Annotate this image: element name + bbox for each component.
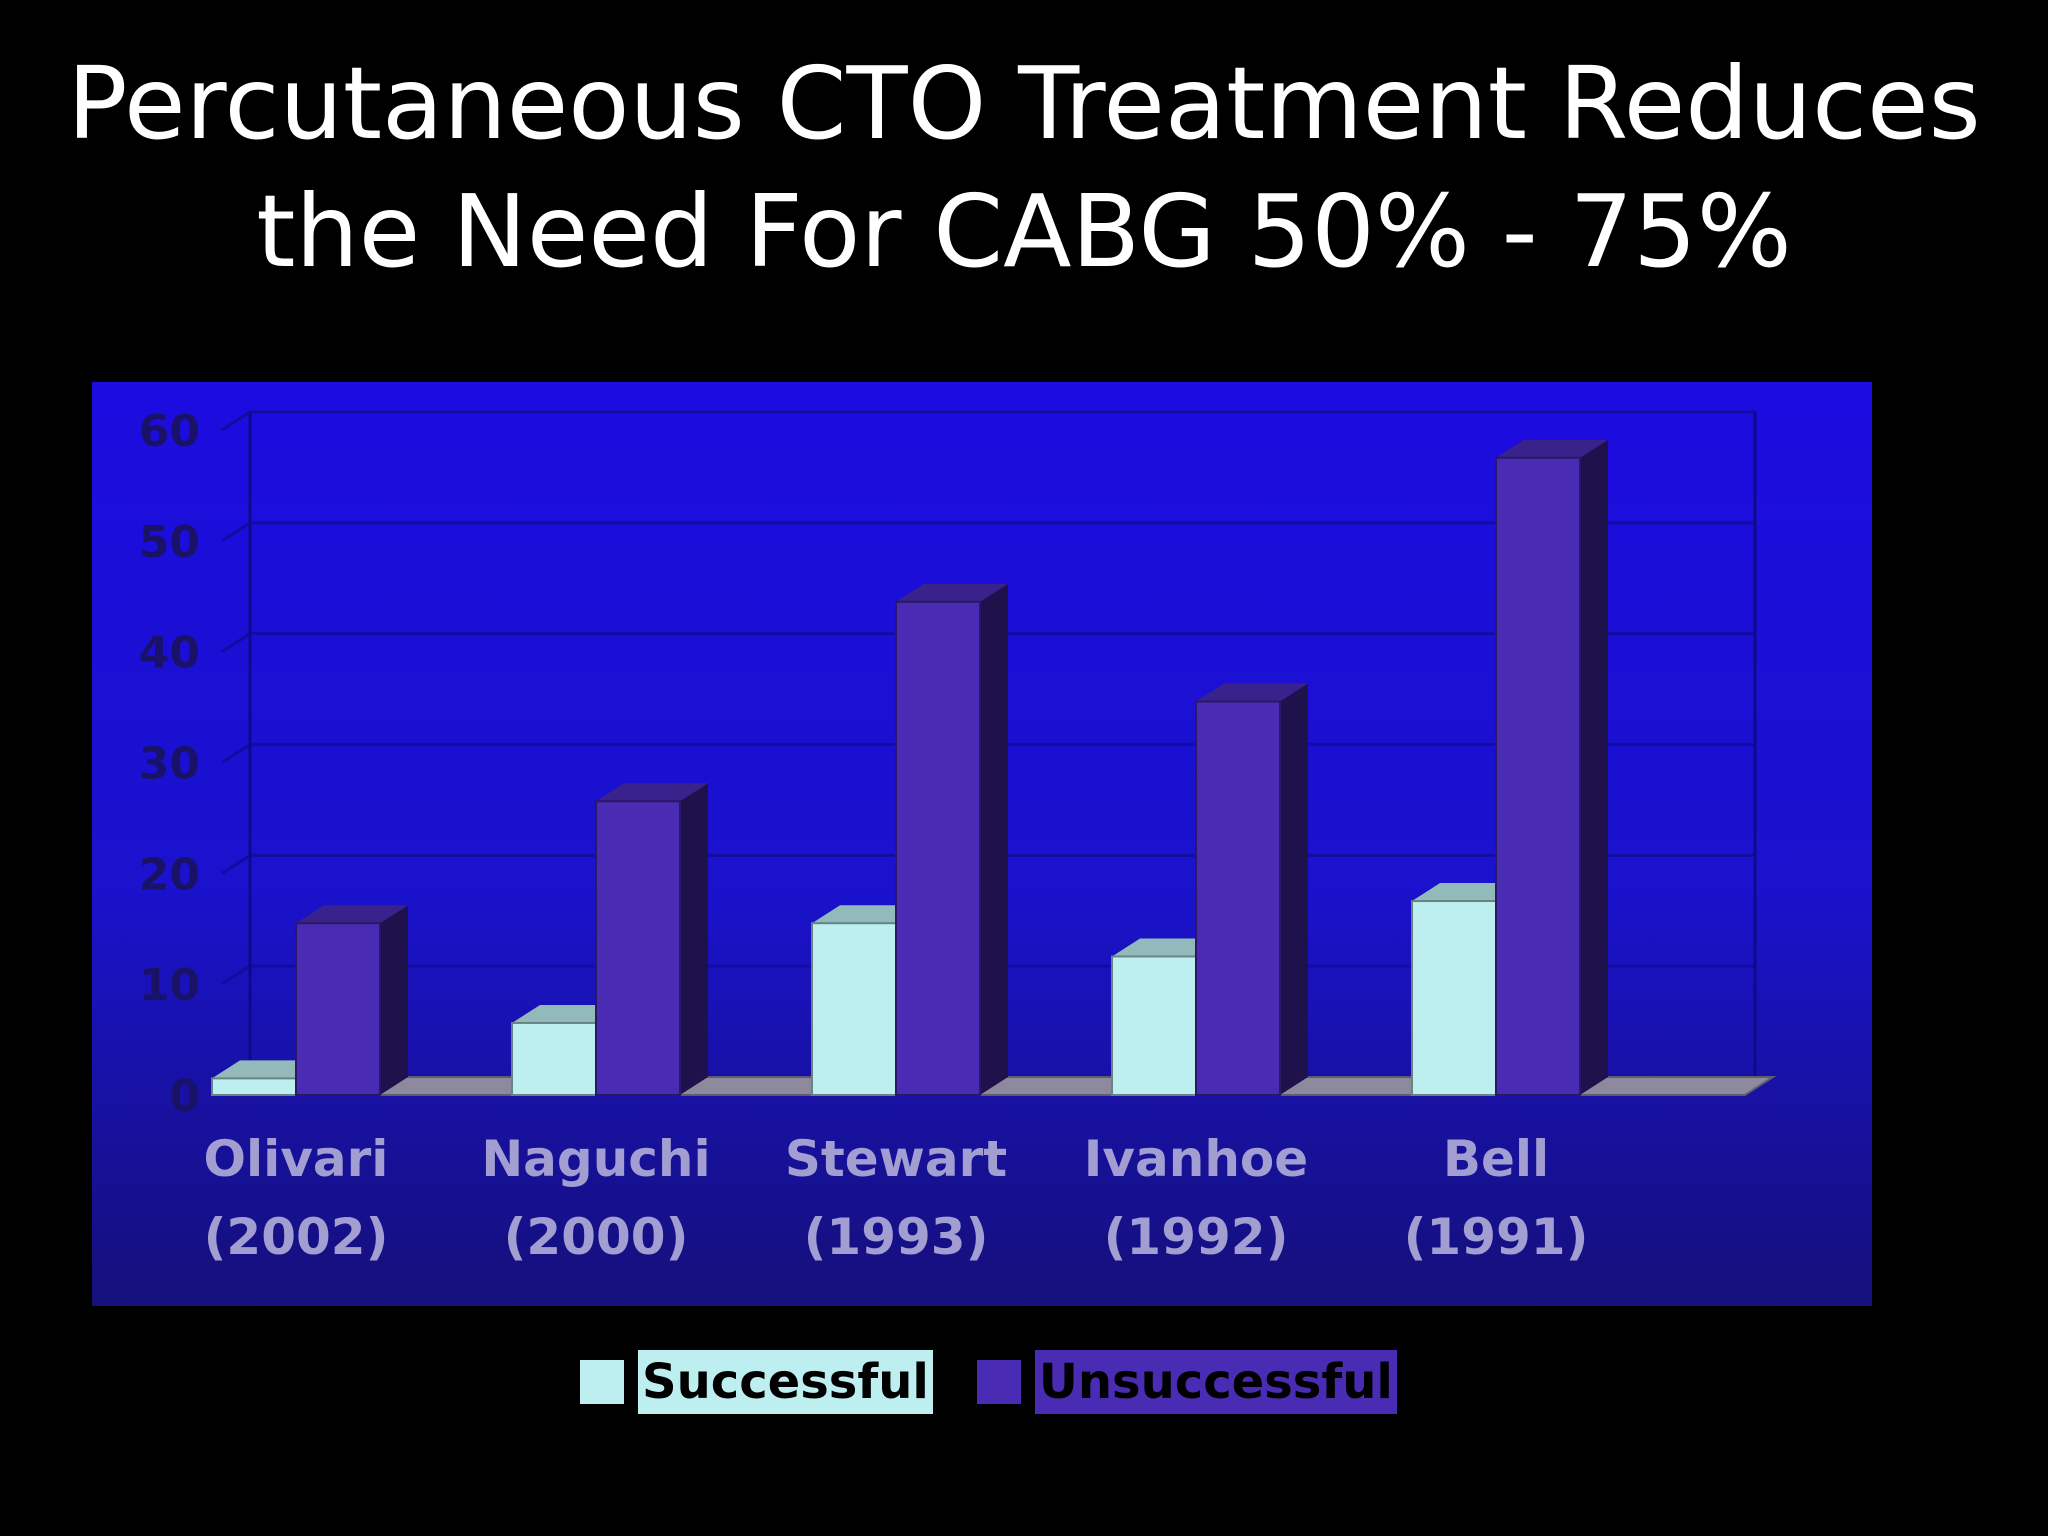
bar-front: [811, 922, 897, 1096]
bar-front: [1111, 955, 1197, 1096]
title-line-1: Percutaneous CTO Treatment Reduces: [67, 45, 1981, 162]
bar-front: [595, 800, 681, 1097]
bar-front: [1495, 456, 1581, 1097]
bar-front: [1195, 700, 1281, 1097]
bar-front: [211, 1077, 297, 1096]
bar-side: [1280, 683, 1308, 1095]
category-label: Naguchi: [481, 1130, 710, 1188]
bar-unsuccessful-4: [1195, 683, 1308, 1097]
bar-side: [1580, 439, 1608, 1095]
gridline-side: [221, 410, 251, 432]
category-label: (1992): [1104, 1208, 1289, 1266]
category-label: (2000): [504, 1208, 689, 1266]
bar-front: [295, 922, 381, 1096]
category-label: Bell: [1443, 1130, 1549, 1188]
bar-top: [596, 783, 708, 802]
legend-swatch-unsuccessful: [976, 1360, 1021, 1404]
bar-front: [511, 1021, 597, 1096]
category-label: (1993): [804, 1208, 989, 1266]
y-tick-label: 30: [139, 739, 200, 790]
bar-side: [680, 783, 708, 1095]
x-axis: Olivari (2002) Naguchi (2000) Stewart (1993) I…: [204, 1130, 1589, 1266]
slide-title: Percutaneous CTO Treatment Reduces the N…: [0, 40, 2048, 296]
bar-top: [296, 905, 408, 924]
legend-label-successful: Successful: [638, 1350, 933, 1414]
category-label: Ivanhoe: [1084, 1130, 1308, 1188]
bar-unsuccessful-2: [595, 783, 708, 1097]
y-tick-label: 0: [169, 1071, 200, 1122]
category-label: Olivari: [204, 1130, 389, 1188]
legend-swatch-successful: [580, 1360, 624, 1404]
bar-side: [380, 905, 408, 1095]
bar-top: [1496, 439, 1608, 458]
bar-front: [1411, 900, 1497, 1097]
gridline-side: [221, 743, 251, 764]
y-tick-label: 40: [139, 628, 200, 679]
bar-unsuccessful-1: [295, 905, 408, 1096]
gridline-side: [221, 854, 251, 875]
y-tick-label: 60: [139, 406, 200, 457]
legend: Successful Unsuccessful: [580, 1350, 1397, 1414]
y-tick-label: 10: [139, 960, 200, 1011]
y-axis: 0 10 20 30 40 50 60: [139, 406, 200, 1122]
bar-top: [896, 583, 1008, 602]
bar-unsuccessful-5: [1495, 439, 1608, 1097]
legend-label-unsuccessful: Unsuccessful: [1034, 1350, 1397, 1414]
category-label: (2002): [204, 1208, 389, 1266]
gridline-side: [221, 521, 251, 543]
y-tick-label: 20: [139, 849, 200, 900]
category-label: Stewart: [785, 1130, 1007, 1188]
bar-side: [980, 583, 1008, 1095]
bar-front: [895, 600, 981, 1097]
gridline-side: [221, 632, 251, 653]
title-line-2: the Need For CABG 50% - 75%: [256, 173, 1792, 290]
gridline-side: [221, 964, 251, 986]
bar-unsuccessful-3: [895, 583, 1008, 1097]
y-tick-label: 50: [139, 517, 200, 568]
category-label: (1991): [1404, 1208, 1589, 1266]
bars: [211, 439, 1608, 1097]
bar-top: [1196, 683, 1308, 702]
